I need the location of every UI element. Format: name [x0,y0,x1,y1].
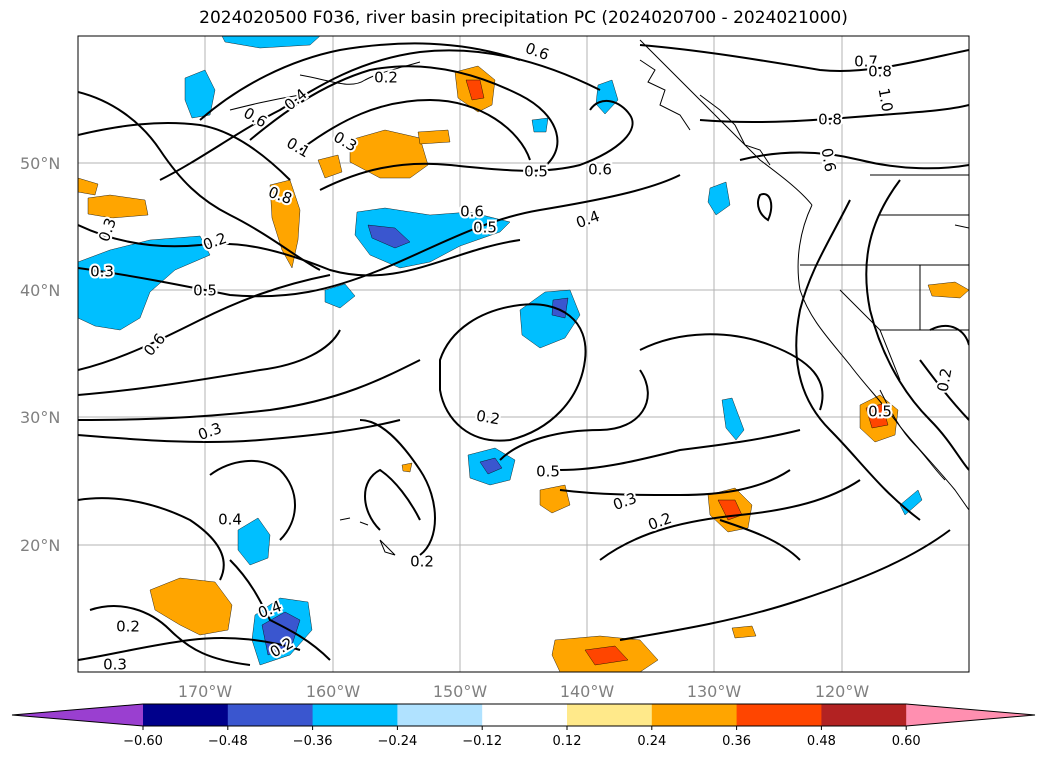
fill-neg [479,457,503,475]
lon-label-160w: 160°W [306,682,361,701]
contour-lines [78,42,969,666]
contour-label: 0.2 [410,553,434,571]
lon-label-170w: 170°W [178,682,233,701]
fill-pos [731,625,757,639]
colorbar-segment [567,704,653,726]
longitude-labels: 170°W 160°W 150°W 140°W 130°W 120°W [178,682,870,701]
contour-label: 0.3 [90,263,114,281]
colorbar-tick-labels: −0.60 −0.48 −0.36 −0.24 −0.12 0.12 0.24 0.36 0.4… [123,726,921,749]
fill-pos [87,194,149,219]
colorbar-tick-label: 0.12 [553,734,582,749]
chart-title: 2024020500 F036, river basin precipitati… [199,8,848,28]
colorbar-segment [397,704,483,726]
contour-label: 0.6 [588,161,612,179]
contour-label: 0.5 [473,219,497,237]
fill-neg [237,517,271,566]
contour-label: 0.2 [374,69,398,87]
colorbar-tick-label: −0.60 [123,734,163,749]
fill-pos [349,129,429,179]
latitude-labels: 50°N 40°N 30°N 20°N [20,154,60,555]
fill-pos [865,403,889,429]
fill-pos [465,79,485,101]
fill-neg [721,397,745,441]
fill-pos [78,177,99,196]
fill-pos [401,462,413,473]
lat-label-20n: 20°N [20,536,60,555]
colorbar [11,703,1036,727]
contour-label: 0.6 [460,203,484,221]
colorbar-segment [821,704,907,726]
plot-frame [77,35,970,673]
contour-label: 0.5 [536,463,560,481]
plot-area [78,36,969,672]
lon-label-130w: 130°W [687,682,742,701]
contour-label: 0.8 [818,111,842,129]
lat-label-40n: 40°N [20,281,60,300]
contour-label: 0.5 [868,403,892,421]
contour-label: 0.2 [116,618,140,636]
fill-neg [324,283,356,309]
colorbar-tick-label: −0.12 [462,734,502,749]
fill-neg [354,207,511,269]
contour-label: 0.4 [218,511,242,529]
fill-neg [261,611,301,656]
contour-label: 0.8 [868,63,892,81]
colorbar-tick-label: 0.36 [722,734,751,749]
fill-neg [221,36,321,49]
lon-label-120w: 120°W [815,682,870,701]
colorbar-segment [312,704,398,726]
colorbar-tick-label: 0.60 [892,734,921,749]
fill-pos [584,645,629,666]
colorbar-tick-label: −0.48 [208,734,248,749]
fill-neg [707,181,731,216]
fill-neg [184,69,216,119]
fill-neg [367,224,411,249]
contour-label: 0.5 [193,282,217,300]
colorbar-tick-label: 0.48 [807,734,836,749]
colorbar-segment [736,704,822,726]
colorbar-tick-label: −0.36 [293,734,333,749]
colorbar-segment [227,704,314,726]
colorbar-extension-low [12,704,143,726]
coastlines [229,39,969,556]
colorbar-extension-high [906,704,1035,726]
colorbar-segment [482,704,568,726]
fill-pos [417,129,451,145]
fill-pos [317,154,343,179]
graticule [78,36,969,672]
lon-label-150w: 150°W [433,682,488,701]
contour-label: 0.3 [103,656,127,674]
colorbar-tick-label: −0.24 [377,734,417,749]
contour-label: 0.7 [854,53,878,71]
lat-label-30n: 30°N [20,408,60,427]
colorbar-segment [143,704,229,726]
fill-neg [595,79,619,115]
lon-label-140w: 140°W [560,682,615,701]
colorbar-segment [651,704,738,726]
lat-label-50n: 50°N [20,154,60,173]
colorbar-tick-label: 0.24 [637,734,666,749]
fill-pos [539,484,571,514]
fill-neg [531,117,549,133]
fill-pos [149,577,233,636]
contour-label: 0.5 [524,163,548,181]
fill-pos [927,281,969,299]
